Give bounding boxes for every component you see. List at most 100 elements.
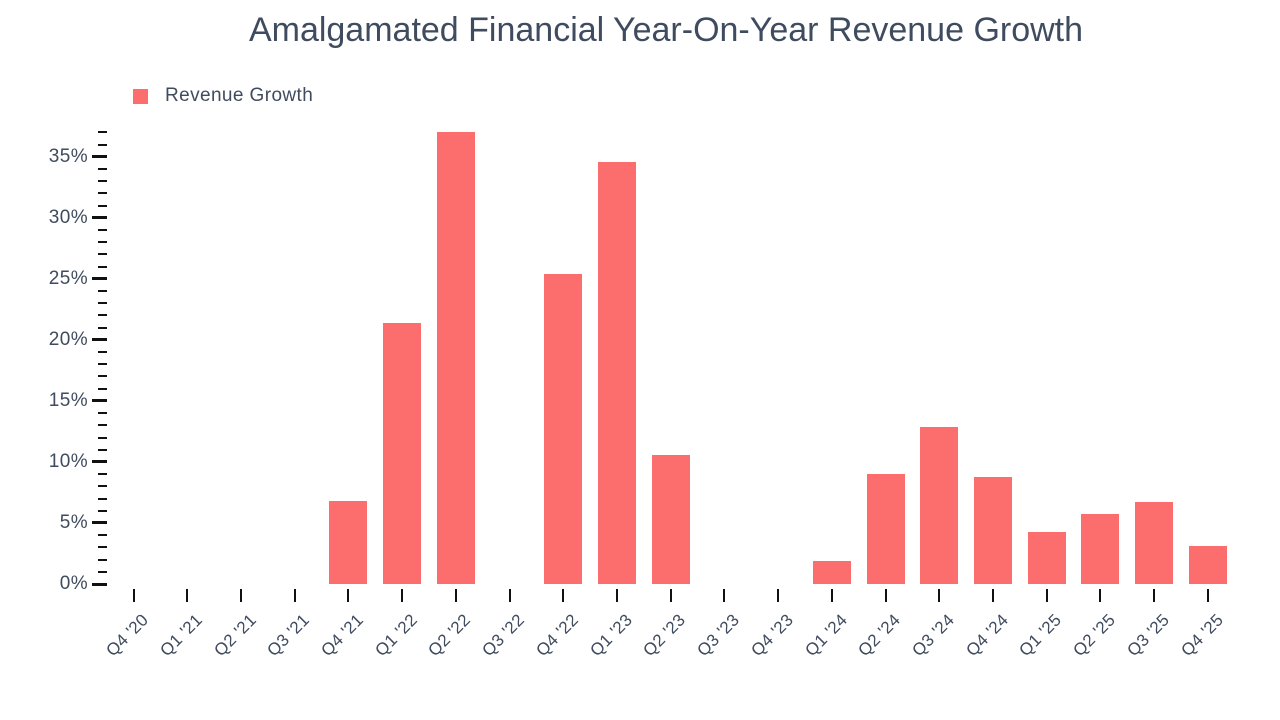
bar-Q1-24[interactable] [812,560,851,584]
legend[interactable]: Revenue Growth [133,81,313,111]
x-axis-label: Q3 '23 [693,610,744,661]
x-axis-label: Q1 '21 [156,610,206,661]
x-axis-tick [938,589,941,602]
y-axis-label: 35% [48,145,88,167]
x-axis-tick [884,589,887,602]
x-axis-label: Q1 '23 [585,610,636,661]
y-axis-major-tick [92,521,107,525]
y-axis-label: 20% [48,328,88,350]
x-axis-tick [1206,589,1209,602]
y-axis-minor-tick [98,167,107,170]
bar-Q4-25[interactable] [1188,546,1227,584]
x-axis-label: Q4 '22 [532,610,582,661]
x-axis-tick [992,589,995,602]
y-axis-label: 30% [48,206,88,228]
y-axis-major-tick [92,216,107,220]
y-axis-major-tick [92,277,107,281]
x-axis-tick [508,589,511,602]
y-axis-minor-tick [98,326,107,329]
y-axis-minor-tick [98,228,107,231]
bar-Q2-22[interactable] [436,132,475,584]
y-axis-minor-tick [98,131,107,134]
x-axis-tick [239,589,242,602]
x-axis-tick [1153,589,1156,602]
x-axis-label: Q3 '24 [908,610,959,661]
y-axis-minor-tick [98,241,107,244]
y-axis-major-tick [92,155,107,159]
x-axis-tick [454,589,457,602]
x-axis-label: Q1 '24 [800,610,851,661]
y-axis-label: 10% [48,450,88,472]
bar-Q1-22[interactable] [383,322,422,584]
legend-marker-icon[interactable] [133,88,148,104]
x-axis-label: Q4 '24 [962,610,1012,661]
y-axis-minor-tick [98,180,107,183]
y-axis-minor-tick [98,387,107,390]
y-axis-minor-tick [98,509,107,512]
y-axis-minor-tick [98,253,107,256]
y-axis-label: 5% [59,511,88,533]
y-axis-minor-tick [98,570,107,573]
x-axis-tick [401,589,404,602]
y-axis-minor-tick [98,436,107,439]
x-axis-label: Q2 '25 [1069,610,1120,661]
x-axis-label: Q3 '21 [263,610,314,661]
x-axis-tick [669,589,672,602]
y-axis-minor-tick [98,497,107,500]
bar-Q1-23[interactable] [597,161,636,584]
y-axis-label: 0% [59,573,88,594]
bar-Q4-22[interactable] [544,273,583,584]
bar-Q4-21[interactable] [329,500,368,584]
y-axis-major-tick [92,460,107,464]
x-axis-tick [562,589,565,602]
x-axis-label: Q4 '23 [747,610,797,661]
chart-title: Amalgamated Financial Year-On-Year Reven… [248,11,1084,49]
x-axis-label: Q3 '25 [1123,610,1173,661]
x-axis-label: Q4 '25 [1176,610,1227,661]
x-axis-tick [1099,589,1102,602]
bar-Q3-25[interactable] [1135,502,1174,584]
y-axis-minor-tick [98,424,107,427]
x-axis-tick [186,589,189,602]
y-axis-minor-tick [98,290,107,292]
y-axis-minor-tick [98,534,107,537]
x-axis-tick [615,589,618,602]
x-axis-label: Q1 '22 [371,610,421,661]
x-axis-label: Q2 '23 [639,610,690,661]
bar-Q2-24[interactable] [866,474,905,584]
legend-label[interactable]: Revenue Growth [165,85,314,106]
x-axis-label: Q2 '24 [854,610,905,661]
x-axis-tick [293,589,296,602]
x-axis-label: Q4 '21 [317,610,368,661]
y-axis-minor-tick [98,204,107,207]
x-axis-label: Q1 '25 [1015,610,1066,661]
bar-Q3-24[interactable] [920,426,959,584]
y-axis-minor-tick [98,546,107,549]
x-axis-label: Q2 '21 [209,610,260,661]
y-axis-minor-tick [98,558,107,561]
x-axis-tick [723,589,726,602]
bar-Q2-23[interactable] [651,454,690,584]
bar-Q2-25[interactable] [1081,514,1120,584]
x-axis-tick [1045,589,1048,602]
y-axis-minor-tick [98,363,107,366]
y-axis-major-tick [92,582,107,586]
y-axis-minor-tick [98,302,107,305]
y-axis-major-tick [92,338,107,342]
y-axis-minor-tick [98,192,107,195]
x-axis-tick [132,589,135,602]
y-axis-minor-tick [98,412,107,415]
y-axis-minor-tick [98,351,107,354]
y-axis-major-tick [92,399,107,403]
x-axis-tick [830,589,833,602]
y-axis-label: 15% [48,389,88,411]
bar-Q4-24[interactable] [974,476,1013,584]
y-axis-minor-tick [98,448,107,451]
y-axis-label: 25% [48,267,88,289]
bar-Q1-25[interactable] [1027,531,1066,584]
y-axis-minor-tick [98,485,107,488]
y-axis-minor-tick [98,143,107,146]
x-axis-tick [347,589,350,602]
x-axis-tick [777,589,780,602]
